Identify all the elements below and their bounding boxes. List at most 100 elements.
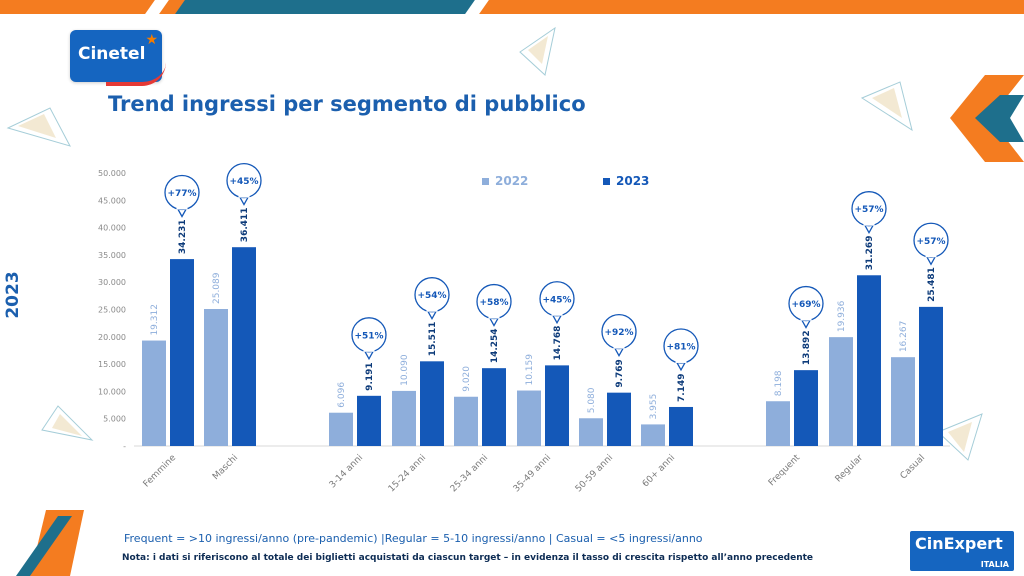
data-label-2022: 19.936 (837, 300, 847, 332)
cinexpert-logo: CinExpert ITALIA (910, 531, 1014, 571)
bar-2023 (794, 370, 818, 446)
x-tick-label: 3-14 anni (328, 453, 365, 490)
bar-2022 (766, 401, 790, 446)
x-tick-label: 25-34 anni (449, 453, 490, 494)
data-label-2023: 34.231 (178, 219, 188, 254)
data-label-2022: 9.020 (462, 366, 472, 392)
y-tick-label: 40.000 (98, 224, 126, 233)
growth-bubble-mask (551, 311, 563, 316)
bar-2022 (329, 412, 353, 446)
chevron-teal-inner (975, 95, 1024, 142)
bar-2022 (829, 337, 853, 446)
legend-label-2023: 2023 (616, 174, 650, 188)
y-tick-label: 25.000 (98, 306, 126, 315)
data-label-2023: 7.149 (677, 373, 687, 401)
y-tick-label: 15.000 (98, 360, 126, 369)
data-label-2022: 6.096 (337, 382, 347, 408)
growth-bubble-mask (925, 253, 937, 258)
data-label-2022: 8.198 (774, 370, 784, 396)
x-tick-label: Maschi (211, 453, 240, 482)
growth-bubble-mask (238, 193, 250, 198)
data-label-2023: 9.191 (365, 362, 375, 390)
y-tick-label: 20.000 (98, 333, 126, 342)
bar-2023 (232, 247, 256, 446)
growth-bubble-mask (488, 314, 500, 319)
legend-label-2022: 2022 (495, 174, 529, 188)
x-tick-label: Femmine (142, 453, 179, 490)
growth-bubble-mask (675, 358, 687, 363)
data-label-2022: 19.312 (150, 304, 160, 336)
x-tick-label: Regular (834, 453, 866, 485)
bar-2023 (357, 395, 381, 446)
cinetel-logo: Cinetel ★ (70, 30, 166, 86)
bar-2022 (579, 418, 603, 446)
x-tick-label: 35-49 anni (512, 453, 553, 494)
bottom-left-stripe-teal (16, 516, 72, 576)
bar-2023 (669, 406, 693, 446)
cinetel-logo-text: Cinetel (78, 44, 146, 64)
growth-label: +81% (666, 342, 695, 352)
x-tick-label: 15-24 anni (387, 453, 428, 494)
deco-triangle-5 (937, 413, 983, 461)
y-tick-label: - (123, 442, 126, 451)
x-tick-label: Casual (899, 453, 927, 481)
y-tick-label: 5.000 (103, 415, 126, 424)
bar-2023 (482, 368, 506, 446)
deco-triangle-2 (6, 107, 71, 147)
growth-label: +92% (604, 328, 633, 338)
data-label-2023: 15.511 (428, 322, 438, 357)
data-label-2022: 25.089 (212, 272, 222, 304)
star-icon: ★ (145, 32, 158, 48)
growth-bubble-mask (863, 221, 875, 226)
bar-2022 (641, 424, 665, 446)
deco-triangle-1 (519, 26, 556, 76)
growth-bubble-mask (800, 316, 812, 321)
bar-2023 (420, 361, 444, 446)
y-tick-label: 45.000 (98, 196, 126, 205)
growth-label: +77% (167, 189, 196, 199)
y-tick-label: 10.000 (98, 387, 126, 396)
growth-bubble-mask (363, 347, 375, 352)
data-label-2023: 31.269 (865, 236, 875, 271)
y-tick-label: 30.000 (98, 278, 126, 287)
data-label-2023: 14.254 (490, 328, 500, 363)
data-label-2023: 25.481 (927, 267, 937, 302)
footnote-note: Nota: i dati si riferiscono al totale de… (122, 553, 814, 563)
data-label-2023: 14.768 (553, 326, 563, 361)
data-label-2023: 9.769 (615, 359, 625, 387)
deco-triangle-3 (860, 81, 913, 132)
footnote-definitions: Frequent = >10 ingressi/anno (pre-pandem… (124, 532, 703, 545)
x-tick-label: 50-59 anni (574, 453, 615, 494)
bottom-left-stripe-orange (30, 510, 84, 576)
bar-2022 (392, 390, 416, 446)
growth-bubble-mask (613, 344, 625, 349)
data-label-2022: 16.267 (899, 321, 909, 353)
legend-2023: 2023 (603, 174, 649, 188)
legend-2022: 2022 (482, 174, 528, 188)
growth-label: +45% (229, 177, 258, 187)
data-label-2022: 10.090 (400, 354, 410, 386)
growth-label: +57% (854, 205, 883, 215)
bar-2022 (142, 340, 166, 446)
y-tick-label: 50.000 (98, 169, 126, 178)
growth-label: +51% (354, 331, 383, 341)
cinexpert-logo-text: CinExpert (915, 534, 1003, 553)
legend-swatch-2023 (603, 178, 610, 185)
bar-2022 (891, 357, 915, 446)
growth-label: +69% (791, 300, 820, 310)
bar-2023 (919, 306, 943, 446)
x-tick-label: Frequent (767, 453, 803, 489)
data-label-2022: 5.080 (587, 387, 597, 413)
bar-2023 (545, 365, 569, 446)
growth-bubble-mask (426, 307, 438, 312)
bar-2023 (857, 275, 881, 446)
data-label-2023: 13.892 (802, 330, 812, 365)
bar-2023 (607, 392, 631, 446)
growth-label: +57% (916, 237, 945, 247)
x-tick-label: 60+ anni (641, 453, 677, 489)
deco-triangle-4 (41, 405, 94, 441)
growth-label: +58% (479, 298, 508, 308)
growth-bubble-mask (176, 205, 188, 210)
bar-2023 (170, 259, 194, 446)
